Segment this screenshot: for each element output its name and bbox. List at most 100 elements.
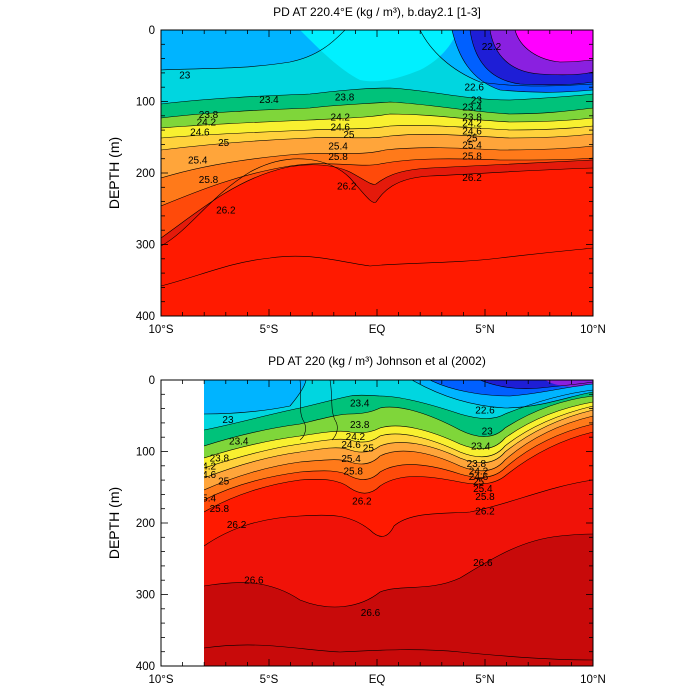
bottom-contour-label: 23.8 (350, 420, 370, 431)
bottom-contour-label: 24.2 (469, 466, 489, 477)
top-band-22-2 (300, 30, 458, 82)
bottom-contour-label-text: 25.4 (341, 454, 361, 465)
bottom-contour-label-text: 23.4 (350, 398, 370, 409)
bottom-contour-label: 26.6 (244, 576, 264, 587)
bottom-x-tick-label: 5°N (475, 674, 494, 686)
bottom-y-axis-label: DEPTH (m) (106, 487, 122, 559)
top-contour-label-text: 25.8 (462, 151, 482, 162)
top-contour-label: 24.6 (331, 123, 351, 134)
bottom-contour-label: 23.8 (210, 453, 230, 464)
top-contour-labels: 2323.423.824.224.62525.425.826.223.824.2… (179, 42, 502, 217)
top-contour-label-text: 24.6 (462, 126, 482, 137)
top-contour-label: 22.6 (464, 83, 484, 94)
top-axes: 10°S 5°S EQ 5°N 10°N 0 100 200 300 400 (136, 25, 606, 336)
top-y-axis-label: DEPTH (m) (106, 137, 122, 209)
top-x-tick-label: 10°S (148, 324, 173, 336)
top-contour-label: 25.8 (328, 152, 348, 163)
bottom-contour-label-text: 26.6 (361, 608, 381, 619)
top-contour-label: 23.8 (199, 110, 219, 121)
top-contour-label: 25 (218, 138, 230, 149)
bottom-contour-line (204, 409, 593, 479)
top-contour-label: 23 (179, 71, 191, 82)
bottom-contour-label-text: 23.4 (229, 436, 249, 447)
bottom-contour-label: 24.2 (346, 432, 366, 443)
top-contour-label-text: 24.2 (462, 118, 482, 129)
top-contour-label-text: 24.2 (331, 113, 351, 124)
top-contour-label: 25.8 (462, 151, 482, 162)
bottom-contour-label-text: 24.6 (341, 440, 361, 451)
bottom-contour-label-text: 24.6 (469, 472, 489, 483)
bottom-contour-label-text: 26.2 (227, 520, 247, 531)
bottom-contour-label: 23.4 (471, 441, 491, 452)
bottom-y-tick-label: 300 (136, 590, 155, 602)
top-contour-label-text: 23.8 (462, 113, 482, 124)
bottom-contour-label-text: 25.4 (473, 484, 493, 495)
bottom-contour-label: 23.4 (229, 436, 249, 447)
top-contour-label: 25.4 (462, 141, 482, 152)
top-contour-label-text: 22.6 (464, 83, 484, 94)
top-x-tick-label: 5°S (260, 324, 279, 336)
top-contour-label: 25.4 (188, 156, 208, 167)
top-contour-line (161, 113, 593, 129)
top-contour-label-text: 25.4 (462, 141, 482, 152)
top-y-tick-label: 200 (136, 168, 155, 180)
bottom-contour-label-text: 24.2 (469, 466, 489, 477)
top-contour-label-text: 23.4 (259, 95, 279, 106)
bottom-contour-label: 24.6 (469, 472, 489, 483)
top-contour-label-text: 23 (471, 96, 483, 107)
bottom-x-tick-label: 10°N (580, 674, 606, 686)
bottom-contour-label-text: 23 (482, 426, 494, 437)
bottom-contour-line (204, 395, 593, 447)
top-panel: PD AT 220.4°E (kg / m³), b.day2.1 [1-3] (106, 5, 606, 336)
top-contour-line (161, 125, 593, 139)
bottom-contour-label: 26.2 (475, 506, 495, 517)
top-contour-label-text: 24.2 (197, 118, 217, 129)
bottom-contour-label: 26.2 (227, 520, 247, 531)
bottom-contour-label-text: 25 (473, 477, 485, 488)
bottom-contour-label-text: 23 (222, 415, 234, 426)
bottom-contour-line (204, 431, 593, 513)
bottom-contour-fill (204, 380, 593, 666)
bottom-contour-label-text: 25 (363, 443, 375, 454)
top-contour-label: 23.4 (259, 95, 279, 106)
bottom-x-tick-label: 5°S (260, 674, 279, 686)
bottom-contour-label-text: 23.8 (210, 453, 230, 464)
bottom-contour-label: 25.8 (210, 504, 230, 515)
bottom-contour-line (204, 401, 593, 459)
bottom-contour-line (204, 644, 593, 661)
top-contour-label: 24.6 (190, 128, 210, 139)
bottom-contour-label-text: 25.8 (475, 492, 495, 503)
bottom-contour-label: 25.8 (344, 466, 364, 477)
bottom-contour-label-text: 24.2 (346, 432, 366, 443)
top-contour-label: 23.8 (462, 113, 482, 124)
bottom-contour-label: 23.4 (350, 398, 370, 409)
top-contour-label: 24.2 (331, 113, 351, 124)
bottom-contour-label: 23 (222, 415, 234, 426)
bottom-y-tick-label: 0 (149, 375, 155, 387)
bottom-contour-label: 26.6 (473, 558, 493, 569)
top-contour-line (161, 101, 593, 119)
top-contour-label-text: 25 (466, 133, 478, 144)
top-contour-line (161, 157, 593, 207)
top-contour-label: 25.4 (328, 141, 348, 152)
top-contour-label-text: 26.2 (337, 181, 357, 192)
top-contour-label-text: 25 (343, 130, 355, 141)
bottom-contour-line (479, 380, 593, 390)
top-contour-line (514, 30, 593, 63)
top-contour-line (161, 133, 593, 151)
top-contour-label-text: 22.2 (482, 42, 502, 53)
top-contour-label-text: 25.4 (188, 156, 208, 167)
top-contour-label: 26.2 (216, 206, 236, 217)
bottom-x-tick-label: EQ (369, 674, 386, 686)
bottom-contour-line (204, 533, 593, 608)
bottom-contour-label: 25.4 (341, 454, 361, 465)
top-y-tick-label: 0 (149, 25, 155, 37)
bottom-contour-line (204, 415, 593, 491)
bottom-contour-label: 25 (218, 476, 230, 487)
bottom-contour-label: 24.2 (204, 461, 217, 472)
bottom-contour-label-text: 25.8 (344, 466, 364, 477)
bottom-contour-label: 26.2 (352, 496, 372, 507)
bottom-contour-line (299, 380, 306, 441)
top-contour-line (161, 158, 593, 247)
top-contour-fill (161, 30, 593, 316)
